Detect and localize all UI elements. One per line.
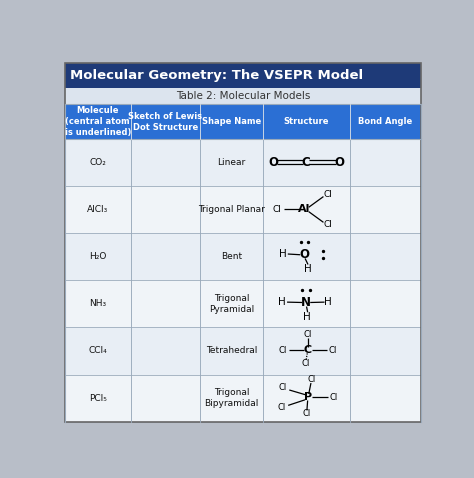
Text: Cl: Cl bbox=[279, 383, 287, 392]
Text: O: O bbox=[300, 248, 310, 261]
Bar bbox=[65, 63, 421, 88]
Text: C: C bbox=[302, 156, 310, 169]
Text: Trigonal
Bipyramidal: Trigonal Bipyramidal bbox=[204, 389, 258, 408]
Text: Molecule
(central atom
is underlined): Molecule (central atom is underlined) bbox=[64, 106, 131, 137]
Text: Table 2: Molecular Models: Table 2: Molecular Models bbox=[176, 91, 310, 101]
Text: Tetrahedral: Tetrahedral bbox=[206, 347, 257, 356]
Text: Cl: Cl bbox=[324, 190, 333, 199]
Text: Sketch of Lewis
Dot Structure: Sketch of Lewis Dot Structure bbox=[128, 111, 202, 131]
Text: Cl: Cl bbox=[329, 393, 338, 402]
Text: Cl: Cl bbox=[302, 359, 310, 368]
Bar bbox=[65, 105, 421, 139]
Text: CCl₄: CCl₄ bbox=[88, 347, 107, 356]
Text: Trigonal Planar: Trigonal Planar bbox=[198, 205, 265, 214]
Text: P: P bbox=[304, 392, 312, 402]
Text: CO₂: CO₂ bbox=[89, 158, 106, 167]
Text: C: C bbox=[304, 345, 312, 355]
Text: AlCl₃: AlCl₃ bbox=[87, 205, 109, 214]
Text: Linear: Linear bbox=[217, 158, 246, 167]
Text: H: H bbox=[278, 297, 286, 307]
Text: Molecular Geometry: The VSEPR Model: Molecular Geometry: The VSEPR Model bbox=[70, 69, 364, 82]
Text: Cl: Cl bbox=[273, 205, 281, 214]
Text: H: H bbox=[324, 297, 332, 307]
Text: Bent: Bent bbox=[221, 252, 242, 261]
Text: Cl: Cl bbox=[302, 409, 310, 418]
Text: PCl₅: PCl₅ bbox=[89, 394, 107, 402]
Text: Cl: Cl bbox=[324, 220, 333, 229]
Bar bbox=[65, 88, 421, 105]
Text: Al: Al bbox=[298, 205, 310, 215]
Text: Cl: Cl bbox=[308, 375, 316, 384]
Text: Cl: Cl bbox=[277, 403, 286, 412]
Text: Bond Angle: Bond Angle bbox=[358, 117, 412, 126]
Bar bbox=[65, 186, 421, 233]
Text: Trigonal
Pyramidal: Trigonal Pyramidal bbox=[209, 294, 254, 314]
Bar bbox=[65, 375, 421, 422]
Text: O: O bbox=[334, 156, 344, 169]
Bar bbox=[65, 280, 421, 327]
Text: N: N bbox=[301, 296, 311, 309]
Bar bbox=[65, 233, 421, 280]
Text: O: O bbox=[268, 156, 278, 169]
Text: H₂O: H₂O bbox=[89, 252, 106, 261]
Text: H: H bbox=[279, 249, 287, 259]
Text: H: H bbox=[304, 264, 312, 274]
Text: Cl: Cl bbox=[329, 346, 337, 355]
Bar bbox=[65, 139, 421, 186]
Bar bbox=[65, 327, 421, 375]
Text: Shape Name: Shape Name bbox=[202, 117, 261, 126]
Text: H: H bbox=[303, 312, 311, 322]
Text: NH₃: NH₃ bbox=[89, 299, 106, 308]
Text: Cl: Cl bbox=[304, 330, 312, 339]
Text: Structure: Structure bbox=[283, 117, 329, 126]
Text: Cl: Cl bbox=[278, 346, 286, 355]
